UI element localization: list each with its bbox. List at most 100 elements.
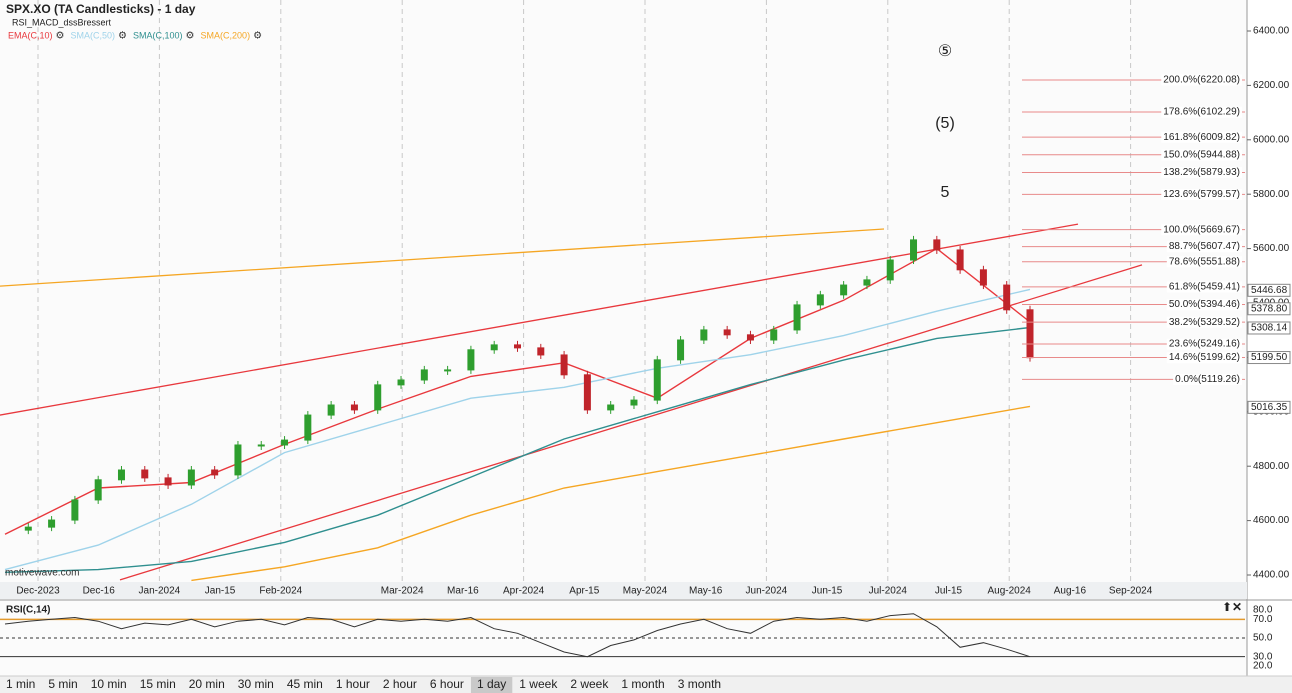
- candle: [117, 469, 125, 481]
- fib-label-bg: [1161, 149, 1242, 161]
- timeframe-button[interactable]: 45 min: [287, 677, 323, 691]
- timeframe-button[interactable]: 15 min: [140, 677, 176, 691]
- candle: [607, 404, 615, 411]
- timeframe-button[interactable]: 10 min: [91, 677, 127, 691]
- candle: [211, 469, 219, 476]
- date-axis-bg: [0, 582, 1247, 599]
- candle: [234, 444, 242, 476]
- trendline: [0, 228, 885, 287]
- study-name: RSI_MACD_dssBressert: [12, 17, 112, 27]
- candle: [956, 249, 964, 271]
- x-tick-label: Apr-2024: [503, 586, 545, 597]
- candle: [979, 269, 987, 286]
- timeframe-button[interactable]: 30 min: [238, 677, 274, 691]
- fib-label-bg: [1161, 106, 1242, 118]
- timeframe-button[interactable]: 2 hour: [383, 677, 417, 691]
- wave-label: 5: [941, 184, 950, 201]
- fib-label: 200.0%(6220.08): [1163, 75, 1240, 86]
- candle: [746, 334, 754, 341]
- timeframe-button[interactable]: 3 month: [678, 677, 721, 691]
- rsi-tick-label: 30.0: [1253, 651, 1273, 662]
- timeframe-button[interactable]: 1 min: [6, 677, 35, 691]
- candle: [467, 349, 475, 371]
- price-tag: [1247, 302, 1291, 316]
- x-tick-label: Feb-2024: [259, 586, 302, 597]
- timeframe-button[interactable]: 1 hour: [336, 677, 370, 691]
- panel-max-icon[interactable]: ⬆: [1222, 600, 1232, 614]
- settings-icon: ⚙: [253, 31, 262, 42]
- fib-label-bg: [1166, 316, 1242, 328]
- fib-label: 14.6%(5199.62): [1169, 352, 1240, 363]
- timeframe-button[interactable]: 5 min: [48, 677, 77, 691]
- fib-label-bg: [1166, 256, 1242, 268]
- rsi-tick-label: 20.0: [1253, 661, 1273, 672]
- candle: [514, 344, 521, 349]
- price-tag-label: 5016.35: [1251, 402, 1288, 413]
- rsi-tick-label: 70.0: [1253, 614, 1273, 625]
- indicator-label: EMA(C,10): [8, 30, 53, 40]
- candle: [327, 404, 335, 416]
- y-tick-label: 5800.00: [1253, 189, 1290, 200]
- timeframe-button[interactable]: 20 min: [189, 677, 225, 691]
- candle: [257, 444, 265, 447]
- timeframe-button[interactable]: 1 day: [477, 677, 506, 691]
- x-tick-label: May-16: [689, 586, 723, 597]
- candle: [910, 239, 918, 261]
- candle: [141, 469, 149, 479]
- fib-label-bg: [1166, 352, 1242, 364]
- candle: [304, 414, 312, 441]
- candle: [374, 384, 382, 411]
- candle: [71, 499, 79, 521]
- settings-icon: ⚙: [118, 31, 127, 42]
- candle: [420, 369, 428, 381]
- fib-label: 23.6%(5249.16): [1169, 339, 1240, 350]
- x-tick-label: Sep-2024: [1109, 586, 1153, 597]
- candle: [1026, 309, 1034, 359]
- fib-label-bg: [1166, 241, 1242, 253]
- rsi-tick-label: 80.0: [1253, 605, 1273, 616]
- x-tick-label: Jun-2024: [746, 586, 788, 597]
- timeframe-button[interactable]: 1 month: [621, 677, 664, 691]
- candle: [700, 329, 708, 341]
- selected-timeframe-bg: [470, 677, 513, 693]
- fib-label: 123.6%(5799.57): [1163, 189, 1240, 200]
- candle: [48, 519, 56, 528]
- fib-label-bg: [1161, 74, 1242, 86]
- x-tick-label: Jun-15: [812, 586, 843, 597]
- timeframe-button[interactable]: 6 hour: [430, 677, 464, 691]
- toolbar-bg: [0, 676, 1292, 693]
- y-tick-label: 4400.00: [1253, 570, 1290, 581]
- settings-icon: ⚙: [186, 31, 195, 42]
- x-tick-label: Mar-2024: [381, 586, 424, 597]
- candle: [886, 259, 894, 281]
- x-tick-label: Apr-15: [569, 586, 599, 597]
- timeframe-button[interactable]: 1 week: [519, 677, 558, 691]
- candle: [490, 344, 498, 351]
- fib-label-bg: [1173, 374, 1242, 386]
- candle: [630, 399, 638, 406]
- y-tick-label: 6400.00: [1253, 26, 1290, 37]
- moving-average: [4, 326, 1031, 573]
- x-tick-label: Jan-15: [205, 586, 236, 597]
- price-axis-bg: [1247, 0, 1292, 676]
- candle: [24, 526, 32, 531]
- timeframe-button[interactable]: 2 week: [570, 677, 609, 691]
- wave-label: (5): [935, 115, 955, 132]
- price-tag-label: 5308.14: [1251, 323, 1288, 334]
- price-tag: [1247, 400, 1291, 414]
- x-tick-label: Mar-16: [447, 586, 479, 597]
- fib-label: 50.0%(5394.46): [1169, 299, 1240, 310]
- fib-label: 78.6%(5551.88): [1169, 256, 1240, 267]
- candle: [281, 439, 289, 446]
- x-tick-label: Aug-2024: [988, 586, 1032, 597]
- wave-label: ⑤: [938, 43, 952, 60]
- price-tag-label: 5378.80: [1251, 303, 1288, 314]
- rsi-tick-label: 50.0: [1253, 633, 1273, 644]
- y-tick-label: 4600.00: [1253, 515, 1290, 526]
- fib-label-bg: [1166, 338, 1242, 350]
- candle: [770, 329, 778, 341]
- candle: [350, 404, 358, 411]
- panel-close-icon[interactable]: ✕: [1232, 600, 1242, 614]
- price-tag: [1247, 321, 1291, 335]
